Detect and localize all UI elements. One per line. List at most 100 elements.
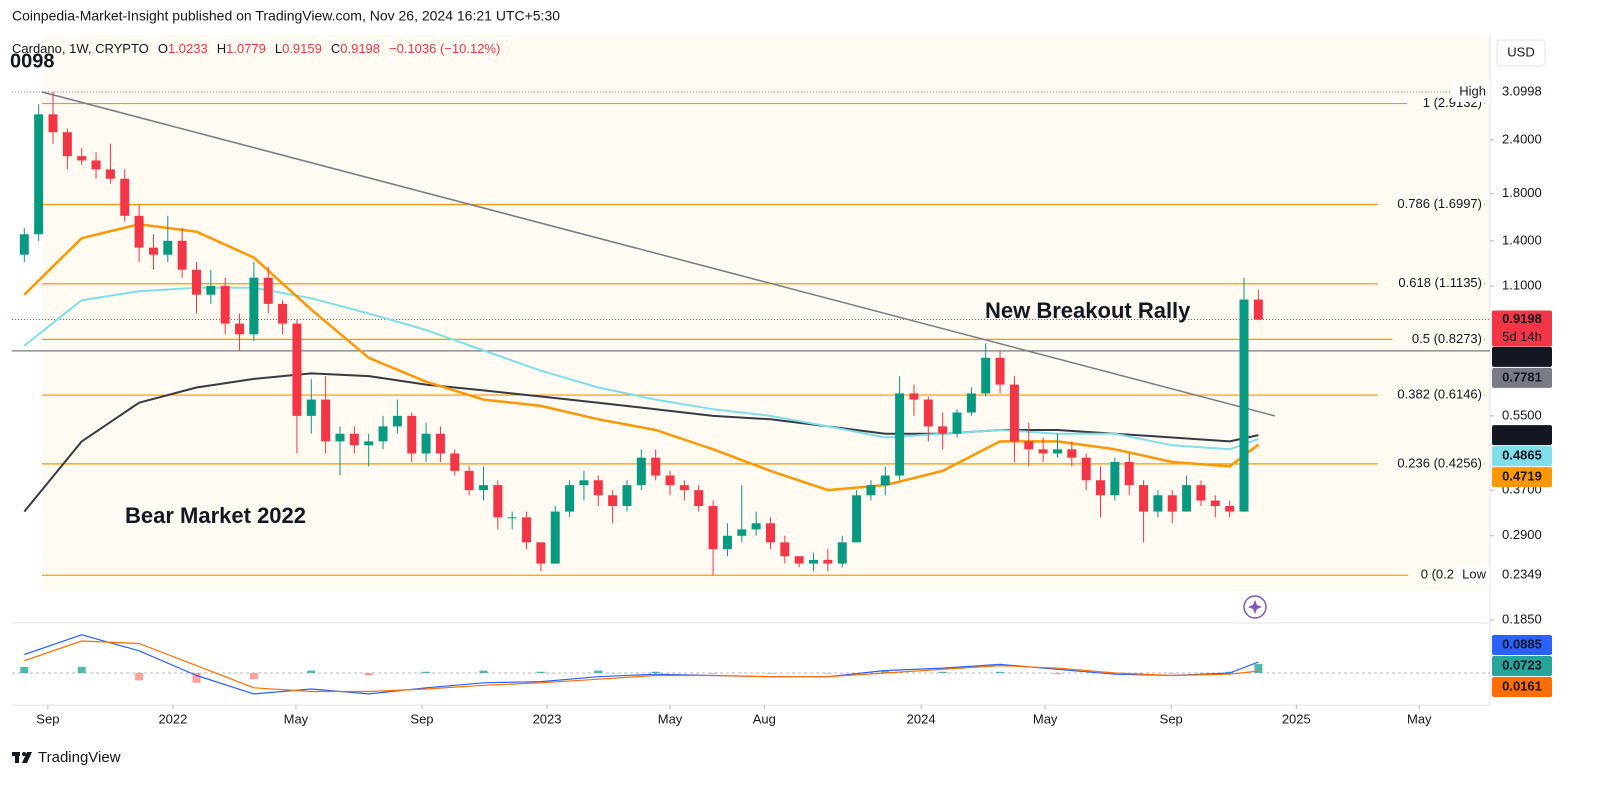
candle-body: [622, 485, 632, 506]
y-tick-label: 0.2900: [1502, 527, 1542, 542]
candle-body: [995, 357, 1005, 385]
legend-value: 0.9198: [340, 41, 380, 56]
macd-line: [24, 634, 1259, 695]
macd-histogram-bar: [77, 666, 86, 673]
candle-body: [694, 490, 704, 506]
candle-body: [349, 433, 359, 446]
hline-tag: 0.7781: [1502, 348, 1542, 363]
fib-label: 0.618 (1.1135): [1398, 275, 1482, 290]
x-tick-label: May: [658, 711, 683, 726]
candle-body: [220, 286, 230, 324]
candle-body: [478, 485, 488, 491]
candle-body: [593, 480, 603, 496]
macd-histogram-bar: [881, 670, 890, 673]
candle-body: [450, 453, 460, 471]
candle-body: [1052, 449, 1062, 454]
assistant-icon[interactable]: [1243, 595, 1267, 619]
x-tick-label: May: [1033, 711, 1058, 726]
candle-body: [77, 156, 87, 161]
currency[interactable]: USD: [1507, 44, 1534, 59]
x-tick-label: 2024: [907, 711, 936, 726]
candle-body: [134, 215, 144, 248]
x-tick-label: Sep: [36, 711, 59, 726]
candle-body: [278, 303, 288, 324]
macd-tag: 0.0885: [1502, 636, 1542, 651]
legend: Cardano, 1W, CRYPTO O1.0233 H1.0779 L0.9159…: [12, 41, 500, 56]
candle-body: [1225, 505, 1235, 512]
high-label-bg: [1452, 81, 1490, 102]
candle-body: [1024, 441, 1034, 450]
y-tick-label: 0.5500: [1502, 407, 1542, 422]
fib-label-bg: [1377, 196, 1484, 213]
candle-body: [1038, 449, 1048, 454]
signal-line: [24, 640, 1259, 693]
fib-label: 0.5 (0.8273): [1412, 331, 1482, 346]
candle-body: [708, 505, 718, 550]
candle-body: [407, 415, 417, 454]
fib-label-bg: [1377, 387, 1484, 404]
x-tick-label: May: [1407, 711, 1432, 726]
y-tick-label: 1.4000: [1502, 232, 1542, 247]
candle-body: [148, 247, 158, 255]
macd-histogram-bar: [249, 673, 258, 680]
candle-body: [120, 178, 130, 216]
macd-histogram-bar: [766, 673, 775, 674]
candle-body: [1210, 500, 1220, 506]
candle-body: [1009, 384, 1019, 442]
macd-histogram-bar: [422, 671, 431, 673]
close-tag-bg: [1492, 310, 1552, 347]
logo-mark: [22, 752, 32, 763]
candle-body: [48, 114, 58, 133]
candle-body: [1081, 457, 1091, 481]
candle-body: [579, 480, 589, 486]
candle-body: [206, 286, 216, 295]
candle-body: [177, 240, 187, 270]
x-tick-label: Sep: [1160, 711, 1183, 726]
candle-body: [62, 132, 72, 157]
candle-body: [895, 393, 905, 476]
macd-histogram-bar: [823, 673, 832, 674]
candle-body: [263, 277, 273, 304]
candle-body: [1253, 299, 1263, 320]
candle-body: [737, 529, 747, 536]
candle-body: [981, 357, 991, 394]
macd-tag-bg: [1492, 635, 1552, 655]
candle-body: [823, 559, 833, 564]
tradingview-logo: TradingView: [12, 749, 121, 766]
hline-tag-bg: [1492, 346, 1552, 367]
y-tick-label: 1.8000: [1502, 185, 1542, 200]
candle-body: [306, 399, 316, 416]
candle-body: [1167, 495, 1177, 512]
legend-value: 0.9159: [282, 41, 322, 56]
legend-key: H: [217, 41, 226, 56]
candle-body: [1096, 480, 1106, 496]
fib-label: 0.382 (0.6146): [1397, 387, 1482, 402]
candle-body: [909, 393, 919, 400]
candle-body: [1182, 485, 1192, 512]
candle-body: [852, 495, 862, 543]
candle-body: [780, 542, 790, 557]
candle-body: [866, 485, 876, 496]
x-tick-label: 2025: [1282, 711, 1311, 726]
macd-histogram-bar: [536, 671, 545, 673]
low-label-bg: [1456, 565, 1490, 586]
ma-tag: 0.4963: [1502, 427, 1542, 442]
publisher: Coinpedia-Market-Insight published on Tr…: [12, 8, 560, 24]
high-label: High: [1459, 83, 1486, 98]
low-value: 0.2349: [1502, 567, 1542, 582]
x-tick-label: 2022: [158, 711, 187, 726]
candle-body: [794, 556, 804, 564]
ma-tag-bg: [1492, 425, 1552, 446]
candle-body: [163, 240, 173, 255]
candle-body: [952, 412, 962, 434]
low-label: Low: [1462, 567, 1486, 582]
legend-change: −0.1036 (−10.12%): [389, 41, 500, 56]
candle-body: [966, 393, 976, 413]
currency-button[interactable]: [1496, 39, 1546, 67]
candle-body: [608, 495, 618, 506]
fib-label: 0.786 (1.6997): [1397, 196, 1482, 211]
annotation: New Breakout Rally: [985, 298, 1191, 323]
legend-value: 1.0233: [168, 41, 208, 56]
candle-body: [292, 323, 302, 416]
